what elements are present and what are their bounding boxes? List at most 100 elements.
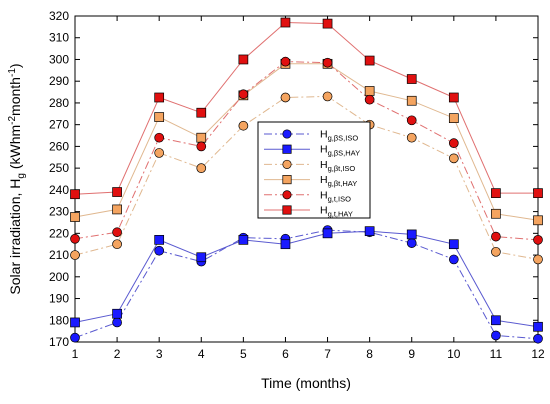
- data-point: [533, 333, 543, 344]
- data-point: [70, 233, 80, 244]
- data-point: [406, 238, 417, 248]
- data-point: [154, 112, 165, 122]
- data-point: [154, 92, 165, 103]
- data-point: [533, 188, 543, 198]
- data-point: [448, 153, 459, 164]
- data-point: [280, 56, 291, 67]
- data-point: [112, 239, 122, 250]
- data-point: [70, 332, 80, 343]
- data-point: [154, 132, 165, 143]
- y-tick-label: 250: [49, 161, 69, 175]
- y-tick-label: 240: [49, 183, 69, 197]
- y-tick-label: 290: [49, 74, 69, 88]
- y-tick-label: 170: [49, 335, 69, 349]
- legend-marker: [282, 159, 292, 169]
- axes: 1 2 3 4 5 6 7 8 9 10 11 121701801902002102202302402…: [49, 9, 545, 361]
- data-point: [238, 120, 249, 131]
- data-point: [322, 18, 333, 29]
- legend-label: Hg,βS,HAY: [320, 144, 360, 158]
- x-tick-label: 9: [408, 347, 415, 361]
- data-point: [322, 91, 333, 102]
- data-point: [533, 321, 543, 332]
- data-point: [491, 208, 501, 219]
- y-axis-title: Solar irradiation, Hg (kWhm-2month-1): [7, 63, 27, 294]
- y-tick-label: 270: [49, 118, 69, 132]
- data-point: [238, 54, 249, 65]
- data-point: [112, 317, 122, 328]
- data-point: [196, 132, 207, 143]
- legend-box: [257, 121, 371, 219]
- x-tick-label: 4: [198, 347, 205, 361]
- series-lines: [74, 21, 539, 340]
- data-point: [280, 17, 291, 28]
- x-tick-label: 11: [490, 347, 503, 361]
- data-point: [406, 229, 417, 240]
- x-tick-label: 7: [324, 347, 331, 361]
- data-point: [406, 132, 417, 143]
- y-tick-label: 230: [49, 205, 69, 219]
- legend-marker: [282, 190, 292, 200]
- series-line: [74, 61, 539, 241]
- data-point: [448, 138, 459, 148]
- legend-marker: [282, 205, 292, 215]
- data-point: [196, 252, 207, 263]
- data-point: [70, 317, 80, 328]
- data-point: [533, 254, 543, 265]
- y-tick-label: 310: [49, 31, 69, 45]
- data-point: [448, 113, 459, 123]
- data-point: [238, 89, 249, 100]
- legend-label: Hg,t,HAY: [320, 205, 353, 219]
- data-point: [322, 228, 333, 239]
- y-tick-label: 260: [49, 139, 69, 153]
- data-point: [112, 308, 122, 319]
- legend-label: Hg,βt,ISO: [320, 159, 355, 173]
- x-tick-label: 1: [72, 347, 79, 361]
- y-tick-label: 200: [49, 270, 69, 284]
- data-point: [196, 107, 207, 118]
- legend: Hg,βS,ISOHg,βS,HAYHg,βt,ISOHg,βt,HAYHg,t…: [257, 121, 371, 219]
- y-tick-label: 220: [49, 226, 69, 240]
- x-tick-label: 10: [447, 347, 461, 361]
- legend-marker: [282, 175, 292, 185]
- x-tick-label: 6: [282, 347, 289, 361]
- data-point: [154, 245, 165, 256]
- x-axis-title: Time (months): [261, 375, 351, 391]
- data-point: [364, 86, 375, 96]
- data-point: [491, 246, 501, 257]
- series-line: [74, 63, 539, 221]
- x-tick-label: 3: [156, 347, 163, 361]
- series-line: [74, 230, 539, 328]
- y-tick-label: 300: [49, 52, 69, 66]
- data-point: [112, 227, 122, 238]
- series-line: [74, 229, 539, 340]
- data-point: [238, 235, 249, 245]
- data-point: [154, 235, 165, 245]
- data-point: [491, 315, 501, 326]
- x-tick-label: 12: [531, 347, 545, 361]
- data-point: [364, 226, 375, 237]
- data-point: [448, 92, 459, 103]
- y-tick-label: 180: [49, 313, 69, 327]
- y-tick-label: 210: [49, 248, 69, 262]
- x-tick-label: 2: [114, 347, 121, 361]
- legend-label: Hg,βS,ISO: [320, 129, 358, 143]
- series-line: [74, 21, 538, 195]
- data-point: [280, 92, 291, 103]
- data-point: [364, 94, 375, 105]
- series-line: [74, 95, 539, 260]
- data-point: [406, 115, 417, 126]
- data-point: [112, 187, 122, 197]
- x-tick-label: 5: [240, 347, 247, 361]
- data-point: [491, 330, 501, 341]
- data-point: [406, 74, 417, 84]
- data-point: [364, 55, 375, 66]
- legend-label: Hg,t,ISO: [320, 189, 351, 203]
- data-point: [322, 57, 333, 68]
- data-point: [70, 189, 80, 200]
- data-point: [196, 163, 207, 173]
- data-point: [112, 204, 122, 215]
- data-point: [533, 235, 543, 245]
- y-tick-label: 320: [49, 9, 69, 23]
- data-point: [280, 239, 291, 250]
